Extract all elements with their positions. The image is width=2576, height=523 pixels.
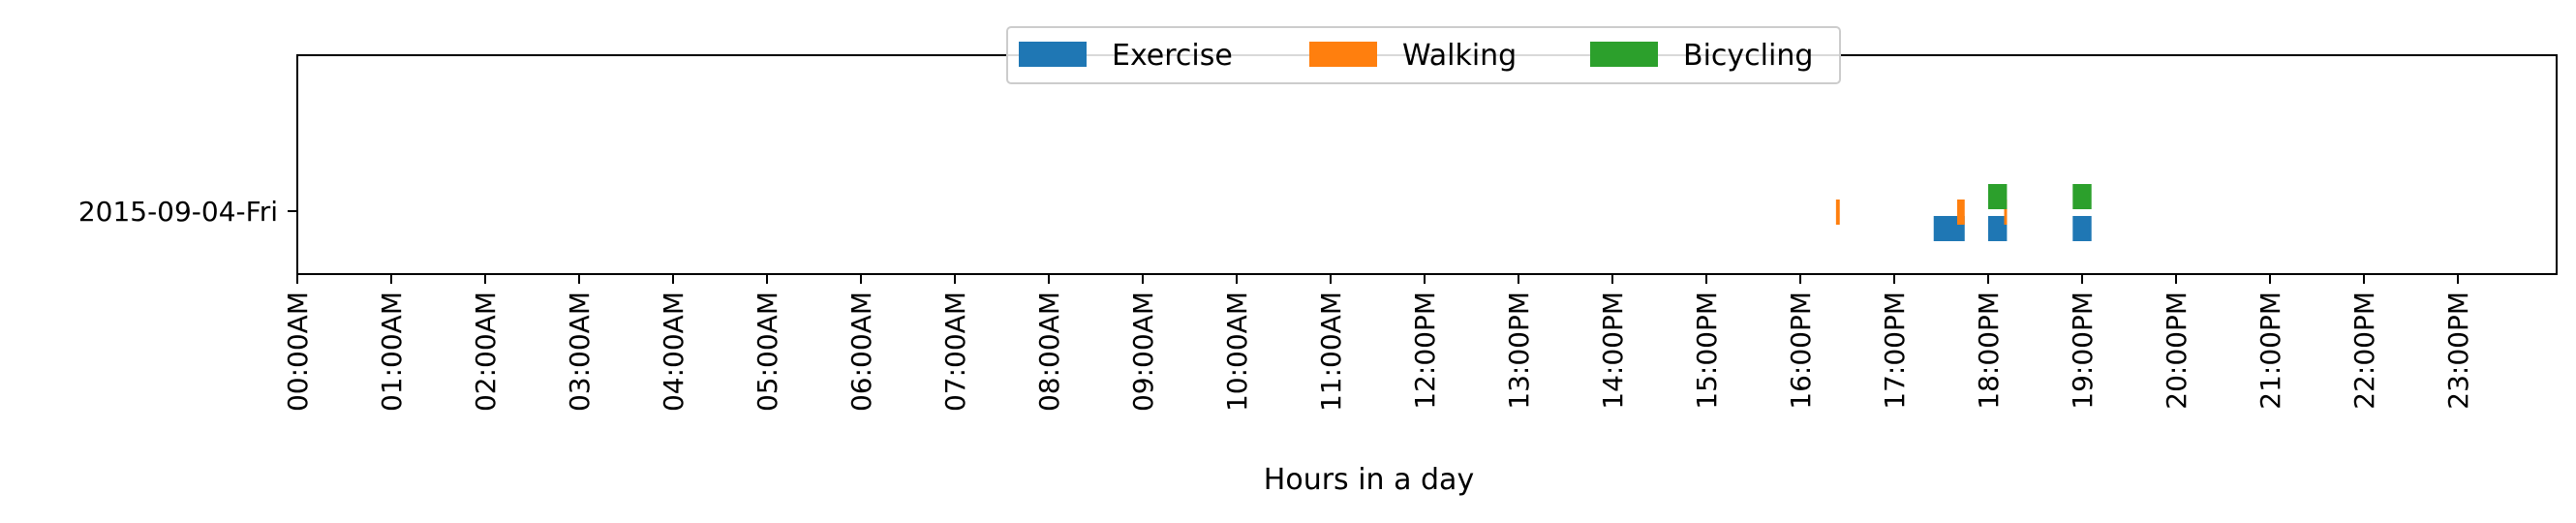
legend-swatch — [1019, 42, 1087, 67]
x-tick-label: 11:00AM — [1315, 292, 1347, 412]
x-tick-label: 23:00PM — [2442, 292, 2474, 410]
x-tick-label: 21:00PM — [2254, 292, 2286, 410]
x-tick-label: 09:00AM — [1127, 292, 1159, 412]
bicycling-interval-bar — [1988, 184, 2008, 209]
y-axis-ticks: 2015-09-04-Fri — [78, 196, 297, 228]
x-axis-title: Hours in a day — [1264, 463, 1474, 497]
exercise-interval-bar — [1988, 216, 2008, 241]
x-tick-label: 06:00AM — [845, 292, 877, 412]
legend-swatch — [1590, 42, 1658, 67]
x-tick-label: 07:00AM — [939, 292, 971, 412]
x-tick-label: 13:00PM — [1503, 292, 1535, 410]
x-tick-label: 16:00PM — [1785, 292, 1817, 410]
x-tick-label: 17:00PM — [1879, 292, 1911, 410]
bicycling-interval-bar — [2072, 184, 2092, 209]
x-tick-label: 01:00AM — [376, 292, 408, 412]
x-tick-label: 15:00PM — [1691, 292, 1723, 410]
legend-label: Walking — [1402, 39, 1517, 73]
legend-label: Bicycling — [1683, 39, 1813, 73]
walking-interval-bar — [1835, 200, 1840, 225]
x-tick-label: 08:00AM — [1033, 292, 1065, 412]
legend: Exercise Walking Bicycling — [1006, 26, 1841, 84]
x-axis-ticks: 00:00AM 01:00AM 02:00AM 03:00AM 04:00AM 05:00… — [282, 274, 2474, 412]
walking-interval-bar — [1956, 200, 1965, 225]
legend-swatch — [1309, 42, 1377, 67]
x-tick-label: 10:00AM — [1221, 292, 1253, 412]
exercise-interval-bar — [2072, 216, 2092, 241]
y-tick-label: 2015-09-04-Fri — [78, 196, 278, 228]
x-tick-label: 22:00PM — [2348, 292, 2380, 410]
x-tick-label: 20:00PM — [2161, 292, 2193, 410]
x-tick-label: 14:00PM — [1597, 292, 1629, 410]
x-tick-label: 05:00AM — [751, 292, 783, 412]
chart-marks — [1835, 184, 2092, 241]
legend-label: Exercise — [1112, 39, 1233, 73]
plot-frame — [296, 54, 2558, 275]
x-tick-label: 04:00AM — [658, 292, 690, 412]
legend-box — [1006, 26, 1841, 84]
x-tick-label: 00:00AM — [282, 292, 314, 412]
x-tick-label: 02:00AM — [470, 292, 502, 412]
walking-interval-bar — [2004, 200, 2008, 225]
x-tick-label: 19:00PM — [2067, 292, 2099, 410]
x-tick-label: 12:00PM — [1409, 292, 1441, 410]
x-tick-label: 03:00AM — [564, 292, 596, 412]
x-tick-label: 18:00PM — [1973, 292, 2005, 410]
